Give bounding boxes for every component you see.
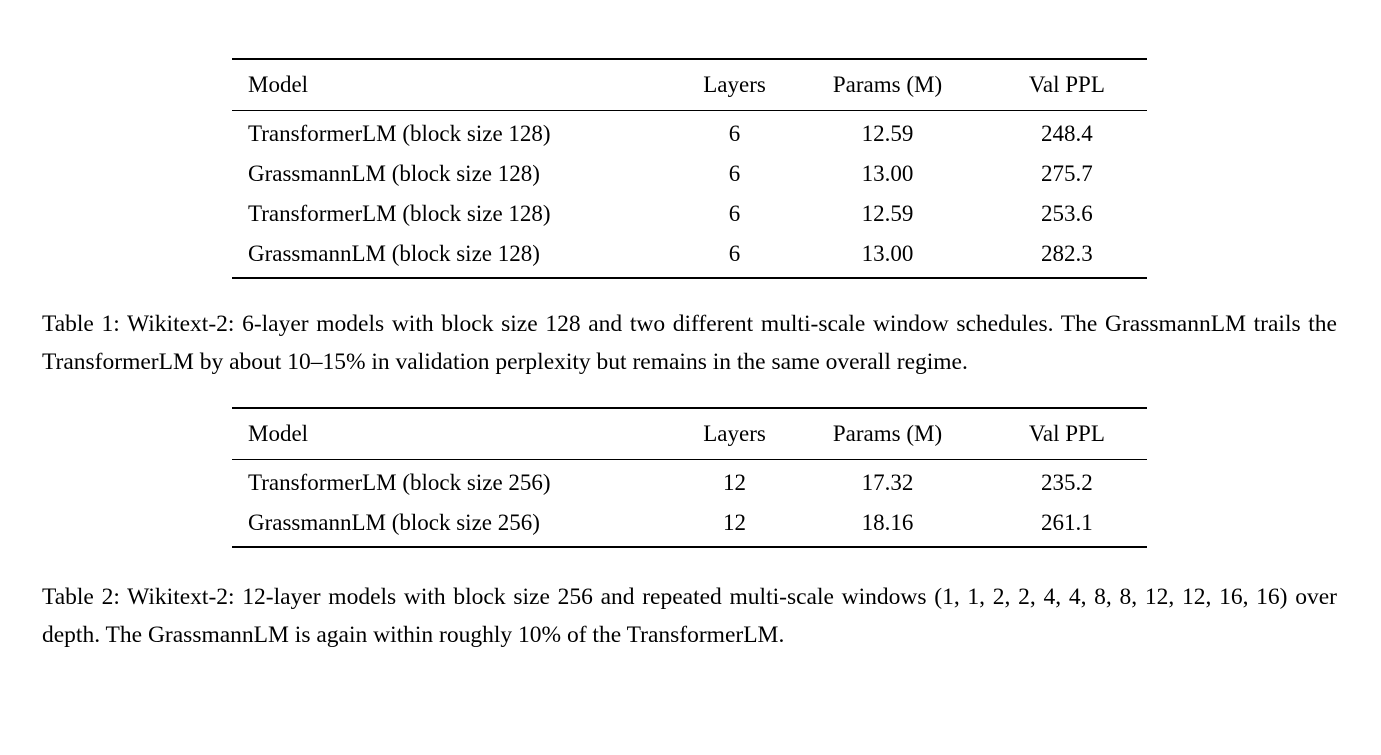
table-row: GrassmannLM (block size 256) 12 18.16 26… bbox=[232, 503, 1147, 547]
table-2-r1-layers: 12 bbox=[723, 470, 747, 495]
table-1-r1-model: TransformerLM (block size 128) bbox=[248, 121, 551, 146]
table-1-r4-layers: 6 bbox=[728, 241, 741, 266]
table-1-r2-model: GrassmannLM (block size 128) bbox=[248, 161, 540, 186]
table-2-header-model: Model bbox=[248, 421, 309, 446]
table-2-r1-params: 17.32 bbox=[861, 470, 914, 495]
table-1-block: Model Layers Params (M) Val PPL Transfor… bbox=[42, 58, 1337, 381]
table-1-header-model: Model bbox=[248, 72, 309, 97]
table-1-header-params: Params (M) bbox=[832, 72, 943, 97]
table-row: TransformerLM (block size 128) 6 12.59 2… bbox=[232, 194, 1147, 234]
results-table-1: Model Layers Params (M) Val PPL Transfor… bbox=[232, 58, 1147, 279]
table-1-header-valppl: Val PPL bbox=[1028, 72, 1105, 97]
table-1-r1-layers: 6 bbox=[728, 121, 741, 146]
table-row: TransformerLM (block size 128) 6 12.59 2… bbox=[232, 111, 1147, 155]
table-row: GrassmannLM (block size 128) 6 13.00 275… bbox=[232, 154, 1147, 194]
table-1-r3-model: TransformerLM (block size 128) bbox=[248, 201, 551, 226]
table-2-r2-layers: 12 bbox=[723, 510, 747, 535]
table-1-caption: Table 1: Wikitext-2: 6-layer models with… bbox=[42, 311, 1337, 375]
table-2-block: Model Layers Params (M) Val PPL Transfor… bbox=[42, 407, 1337, 654]
table-2-r2-model: GrassmannLM (block size 256) bbox=[248, 510, 540, 535]
table-1-r1-valppl: 248.4 bbox=[1041, 121, 1093, 146]
table-row: GrassmannLM (block size 128) 6 13.00 282… bbox=[232, 234, 1147, 278]
table-row: TransformerLM (block size 256) 12 17.32 … bbox=[232, 460, 1147, 504]
table-2-body: TransformerLM (block size 256) 12 17.32 … bbox=[232, 460, 1147, 548]
table-1-r3-layers: 6 bbox=[728, 201, 741, 226]
table-2-r2-valppl: 261.1 bbox=[1041, 510, 1093, 535]
table-1-r4-params: 13.00 bbox=[861, 241, 914, 266]
table-2-r1-model: TransformerLM (block size 256) bbox=[248, 470, 551, 495]
table-2-r2-params: 18.16 bbox=[861, 510, 914, 535]
table-1-header: Model Layers Params (M) Val PPL bbox=[232, 59, 1147, 111]
table-1-body: TransformerLM (block size 128) 6 12.59 2… bbox=[232, 111, 1147, 279]
table-1-header-row: Model Layers Params (M) Val PPL bbox=[232, 59, 1147, 111]
table-2-header-row: Model Layers Params (M) Val PPL bbox=[232, 408, 1147, 460]
table-1-r4-valppl: 282.3 bbox=[1041, 241, 1093, 266]
table-1-r2-layers: 6 bbox=[728, 161, 741, 186]
table-2-caption: Table 2: Wikitext-2: 12-layer models wit… bbox=[42, 584, 1337, 648]
table-1-r3-params: 12.59 bbox=[861, 201, 914, 226]
table-2-header-layers: Layers bbox=[703, 421, 766, 446]
table-2-r1-valppl: 235.2 bbox=[1041, 470, 1093, 495]
table-1-r4-model: GrassmannLM (block size 128) bbox=[248, 241, 540, 266]
table-1-r1-params: 12.59 bbox=[861, 121, 914, 146]
table-1-header-layers: Layers bbox=[703, 72, 766, 97]
results-table-2: Model Layers Params (M) Val PPL Transfor… bbox=[232, 407, 1147, 548]
table-2-header: Model Layers Params (M) Val PPL bbox=[232, 408, 1147, 460]
table-1-r3-valppl: 253.6 bbox=[1041, 201, 1093, 226]
table-2-header-valppl: Val PPL bbox=[1028, 421, 1105, 446]
table-2-header-params: Params (M) bbox=[832, 421, 943, 446]
table-1-r2-valppl: 275.7 bbox=[1041, 161, 1093, 186]
table-1-r2-params: 13.00 bbox=[861, 161, 914, 186]
